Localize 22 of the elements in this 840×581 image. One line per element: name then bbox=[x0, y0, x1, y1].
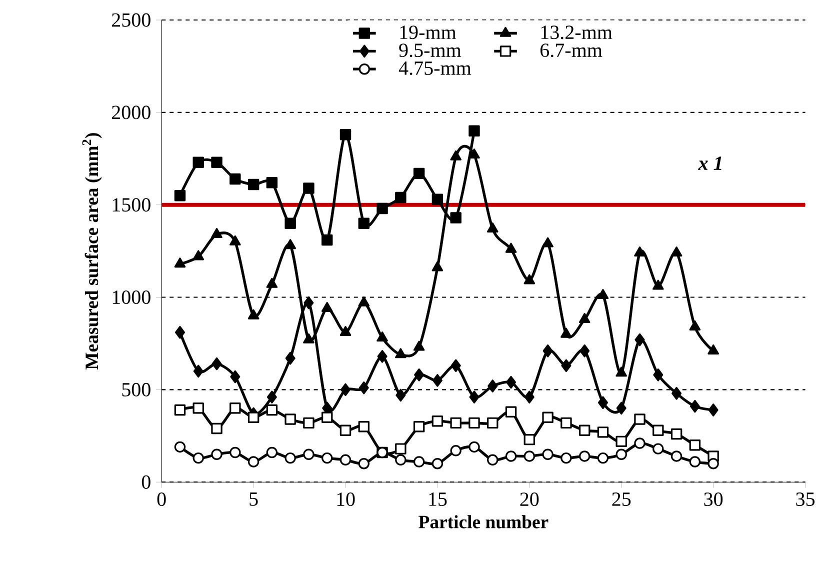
x-tick-label: 15 bbox=[429, 492, 447, 506]
y-tick-label: 0 bbox=[142, 475, 150, 489]
y-tick-label: 1000 bbox=[112, 290, 150, 304]
x-tick-label: 20 bbox=[520, 492, 539, 506]
legend-label: 4.75-mm bbox=[398, 62, 472, 76]
x-tick-label: 35 bbox=[796, 492, 815, 506]
x-axis-title: Particle number bbox=[418, 515, 548, 528]
legend-label: 13.2-mm bbox=[541, 26, 612, 40]
x-tick-label: 30 bbox=[704, 492, 723, 506]
legend-label: 19-mm bbox=[400, 26, 456, 40]
y-axis-title: Measured surface area (mm$^{2}$) bbox=[82, 133, 102, 370]
y-tick-label: 2500 bbox=[112, 13, 150, 27]
y-tick-label: 2000 bbox=[112, 106, 150, 120]
legend-label: 6.7-mm bbox=[540, 44, 602, 58]
x-tick-label: 5 bbox=[250, 492, 258, 506]
x-tick-label: 0 bbox=[157, 492, 166, 506]
x-tick-label: 10 bbox=[337, 492, 355, 506]
legend-label: 9.5-mm bbox=[399, 44, 462, 58]
y-tick-label: 500 bbox=[122, 382, 150, 396]
x-tick-label: 25 bbox=[612, 492, 631, 506]
annotation: x 1 bbox=[698, 156, 722, 170]
y-tick-label: 1500 bbox=[112, 198, 150, 212]
